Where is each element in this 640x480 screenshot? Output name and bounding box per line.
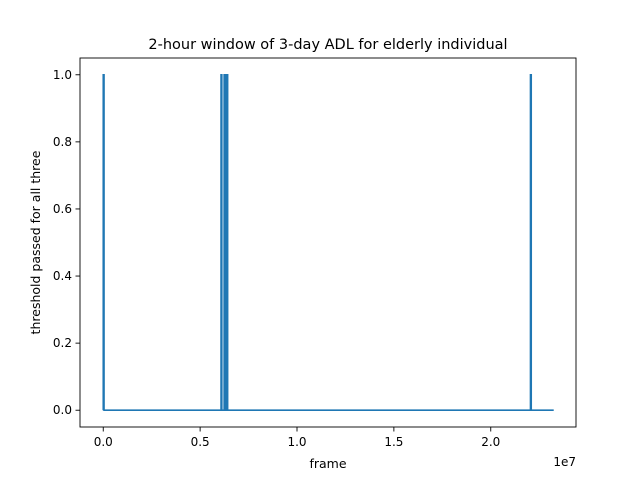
series-line <box>102 73 554 412</box>
plot-frame <box>79 57 577 428</box>
x-tick-label: 2.0 <box>481 435 500 449</box>
x-tick-label: 1.0 <box>287 435 306 449</box>
x-tick-label: 0.0 <box>94 435 113 449</box>
y-tick-label: 0.0 <box>53 403 72 417</box>
y-tick-label: 0.6 <box>53 202 72 216</box>
y-axis-ticks: 0.0 0.2 0.4 0.6 0.8 1.0 <box>53 68 80 417</box>
x-axis-offset-label: 1e7 <box>553 455 576 469</box>
y-tick-label: 1.0 <box>53 68 72 82</box>
y-tick-label: 0.4 <box>53 269 72 283</box>
x-tick-label: 0.5 <box>191 435 210 449</box>
x-axis-ticks: 0.0 0.5 1.0 1.5 2.0 <box>94 427 500 449</box>
x-axis-label: frame <box>309 456 346 471</box>
y-tick-label: 0.8 <box>53 135 72 149</box>
x-tick-label: 1.5 <box>384 435 403 449</box>
y-axis-label: threshold passed for all three <box>28 150 43 334</box>
y-tick-label: 0.2 <box>53 336 72 350</box>
chart-title: 2-hour window of 3-day ADL for elderly i… <box>148 37 507 53</box>
